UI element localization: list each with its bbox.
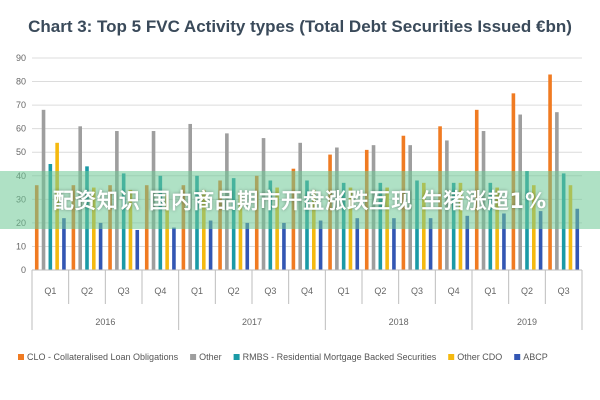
bar xyxy=(202,189,206,270)
legend-swatch xyxy=(190,354,197,360)
x-tick-label: Q3 xyxy=(411,286,423,296)
bar xyxy=(172,227,176,270)
x-tick-label: Q4 xyxy=(448,286,460,296)
x-tick-label: Q2 xyxy=(374,286,386,296)
x-tick-label: Q1 xyxy=(191,286,203,296)
bar xyxy=(238,192,243,270)
bar xyxy=(428,218,433,270)
watermark-text: 配资知识 国内商品期市开盘涨跌互现 生猪涨超1% xyxy=(52,189,548,213)
bar xyxy=(135,229,140,270)
x-tick-label: Q4 xyxy=(154,286,166,296)
legend: CLO - Collateralised Loan Obligations Oth… xyxy=(18,352,548,362)
year-label: 2016 xyxy=(95,317,115,327)
watermark-banner: 配资知识 国内商品期市开盘涨跌互现 生猪涨超1% xyxy=(0,171,600,229)
bar xyxy=(62,218,66,270)
y-tick-label: 60 xyxy=(16,124,26,134)
bar xyxy=(355,218,360,270)
legend-label: ABCP xyxy=(523,352,548,362)
bar xyxy=(575,208,580,270)
bar xyxy=(128,189,133,270)
x-tick-label: Q2 xyxy=(81,286,93,296)
x-tick-label: Q4 xyxy=(301,286,313,296)
bar xyxy=(312,189,316,270)
bar xyxy=(165,194,169,270)
legend-swatch xyxy=(514,354,521,360)
y-tick-label: 0 xyxy=(21,265,26,275)
bar xyxy=(538,211,543,270)
y-tick-label: 80 xyxy=(16,77,26,87)
x-tick-label: Q1 xyxy=(484,286,496,296)
legend-label: RMBS - Residential Mortgage Backed Secur… xyxy=(243,352,437,362)
year-label: 2019 xyxy=(517,317,537,327)
x-tick-label: Q1 xyxy=(338,286,350,296)
bar xyxy=(465,215,470,270)
x-tick-label: Q3 xyxy=(558,286,570,296)
x-axis: Q1 Q2 Q3 Q4 Q1 Q2 Q3 Q4 Q1 Q2 Q3 Q4 Q1 Q2 Q3 2016 2017 20… xyxy=(31,269,583,330)
x-tick-label: Q3 xyxy=(118,286,130,296)
bar xyxy=(282,222,286,270)
y-tick-label: 70 xyxy=(16,100,26,110)
bar xyxy=(98,222,103,270)
x-tick-label: Q1 xyxy=(44,286,56,296)
year-label: 2018 xyxy=(389,317,409,327)
legend-label: Other xyxy=(199,352,222,362)
bar xyxy=(245,222,250,270)
y-axis-ticks: 0102030405060708090 xyxy=(16,53,26,275)
bar xyxy=(502,213,506,270)
legend-swatch xyxy=(233,354,240,360)
bar xyxy=(318,220,323,270)
legend-label: CLO - Collateralised Loan Obligations xyxy=(27,352,179,362)
bar xyxy=(392,218,396,270)
x-tick-label: Q3 xyxy=(264,286,276,296)
legend-swatch xyxy=(18,354,24,360)
legend-swatch xyxy=(448,354,455,360)
legend-label: Other CDO xyxy=(457,352,502,362)
bar xyxy=(208,220,213,270)
x-tick-label: Q2 xyxy=(228,286,240,296)
y-tick-label: 10 xyxy=(16,241,26,251)
x-tick-label: Q2 xyxy=(521,286,533,296)
y-tick-label: 50 xyxy=(16,147,26,157)
chart-title: Chart 3: Top 5 FVC Activity types (Total… xyxy=(28,17,572,36)
y-tick-label: 90 xyxy=(16,53,26,63)
year-label: 2017 xyxy=(242,317,262,327)
